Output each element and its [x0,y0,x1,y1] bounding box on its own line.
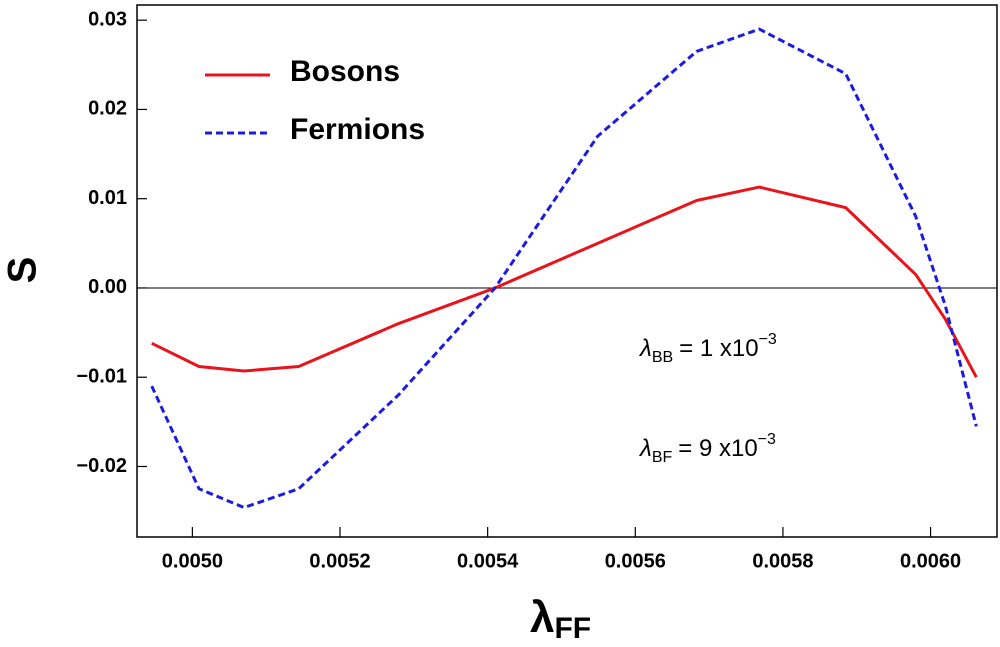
y-tick-label: −0.01 [76,366,127,388]
x-tick-label: 0.0050 [162,550,223,572]
x-tick-label: 0.0056 [605,550,666,572]
series-line [151,185,978,378]
series-line [150,27,978,510]
y-tick-label: −0.02 [76,455,127,477]
x-axis-subscript: FF [554,612,591,642]
annotation: λBF = 9 x10−3 [638,431,776,466]
plot-frame [136,4,998,538]
annotation-text: = 1 x10 [679,335,758,362]
annotation-text: = 9 x10 [678,435,757,462]
y-tick-label: 0.02 [88,98,127,120]
legend-label: Fermions [290,113,425,146]
annotation-symbol: λ [638,435,652,462]
legend-label: Bosons [290,55,400,88]
annotation-subscript: BF [652,449,673,466]
y-tick-label: 0.01 [88,187,127,209]
annotation-symbol: λ [638,335,652,362]
annotation-subscript: BB [652,349,673,366]
annotation-superscript: −3 [758,431,776,448]
x-axis-label: λFF [530,593,591,642]
y-tick-label: 0.00 [88,276,127,298]
annotation: λBB = 1 x10−3 [638,331,777,366]
x-tick-label: 0.0054 [457,550,519,572]
annotation-superscript: −3 [759,331,777,348]
x-tick-label: 0.0060 [900,550,961,572]
x-tick-label: 0.0058 [752,550,813,572]
y-axis-label: S [1,257,45,284]
x-tick-label: 0.0052 [309,550,370,572]
y-tick-label: 0.03 [88,8,127,30]
x-axis-symbol: λ [530,593,554,642]
